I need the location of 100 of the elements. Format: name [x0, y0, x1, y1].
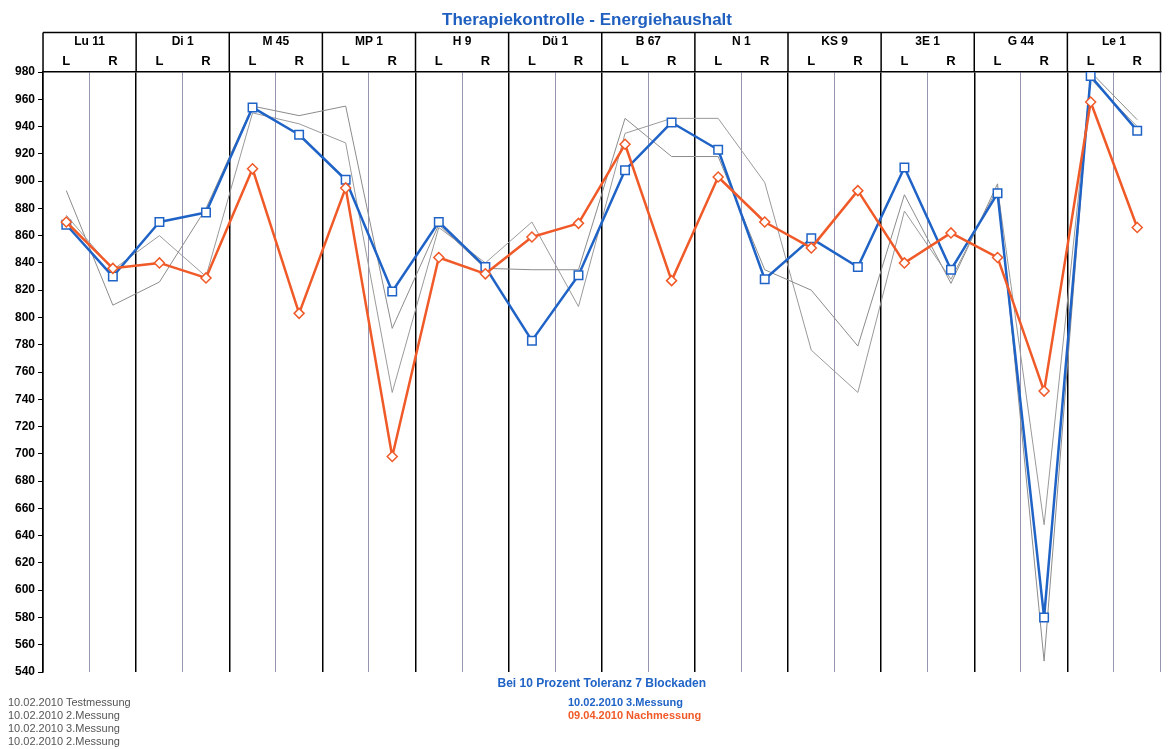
point: [526, 335, 537, 346]
y-tick-label: 560: [14, 637, 36, 652]
point: [620, 165, 631, 176]
point: [294, 129, 305, 140]
point: [200, 272, 212, 284]
y-tick-label: 660: [14, 500, 36, 515]
point: [573, 270, 584, 281]
x-tick-label: L: [621, 52, 630, 68]
point: [1038, 385, 1050, 397]
text: G 44: [1007, 33, 1035, 48]
point: [1084, 96, 1097, 108]
point: [1039, 612, 1050, 623]
x-tick-label: R: [760, 52, 771, 68]
x-tick-label: L: [1086, 52, 1095, 68]
y-tick-label: 740: [14, 391, 36, 406]
point: [479, 268, 492, 280]
y-tick-label: 640: [14, 527, 36, 542]
y-tick-label: 580: [14, 609, 36, 624]
text: B 67: [635, 33, 662, 48]
x-tick-label: L: [341, 52, 350, 68]
point: [665, 274, 678, 287]
x-tick-label: R: [666, 52, 677, 68]
point: [1132, 125, 1143, 136]
x-tick-label: L: [62, 52, 71, 68]
point: [899, 162, 910, 173]
x-tick-label: R: [294, 52, 305, 68]
text: M 45: [262, 33, 290, 48]
point: [387, 286, 398, 297]
text: Dü 1: [542, 33, 569, 48]
point: [619, 138, 631, 151]
y-tick-label: 860: [14, 227, 36, 242]
point: [339, 182, 352, 194]
x-tick-label: L: [527, 52, 536, 68]
point: [433, 217, 444, 227]
point: [246, 163, 259, 175]
y-tick-label: 600: [14, 582, 36, 597]
text: N 1: [732, 33, 752, 48]
x-tick-label: L: [900, 52, 909, 68]
x-tick-label: L: [155, 52, 164, 68]
x-tick-label: L: [714, 52, 723, 68]
y-tick-label: 700: [14, 446, 36, 461]
point: [200, 207, 211, 218]
x-tick-label: L: [993, 52, 1002, 68]
text: Bei 10 Prozent Toleranz 7 Blockaden: [497, 676, 707, 691]
x-tick-label: R: [1039, 52, 1050, 68]
x-tick-label: R: [201, 52, 212, 68]
y-tick-label: 920: [14, 146, 36, 161]
point: [759, 274, 770, 285]
chart-title: Therapiekontrolle - Energiehaushalt: [441, 9, 733, 29]
point: [340, 174, 351, 185]
x-tick-label: R: [946, 52, 957, 68]
point: [1085, 72, 1096, 82]
point: [572, 217, 585, 230]
text: Di 1: [171, 33, 195, 48]
y-tick-label: 720: [14, 418, 36, 433]
y-tick-label: 760: [14, 364, 36, 379]
point: [293, 307, 305, 320]
point: [247, 102, 258, 113]
y-tick-label: 980: [14, 64, 36, 79]
point: [713, 144, 724, 155]
text: Lu 11: [74, 33, 106, 48]
x-tick-label: R: [573, 52, 584, 68]
x-tick-label: R: [387, 52, 398, 68]
point: [992, 188, 1003, 199]
point: [898, 257, 911, 269]
x-tick-label: L: [248, 52, 257, 68]
point: [758, 216, 771, 228]
x-tick-label: R: [1132, 52, 1143, 68]
y-tick-label: 880: [14, 200, 36, 215]
point: [526, 231, 538, 243]
y-tick-label: 780: [14, 337, 36, 352]
point: [107, 271, 118, 282]
point: [991, 251, 1004, 264]
text: 10.02.2010 2.Messung: [8, 735, 121, 748]
point: [433, 251, 445, 264]
point: [945, 264, 956, 275]
y-tick-label: 540: [14, 664, 36, 679]
x-tick-label: R: [853, 52, 864, 68]
text: 09.04.2010 Nachmessung: [568, 709, 702, 722]
y-tick-label: 840: [14, 255, 36, 270]
point: [1131, 221, 1143, 234]
x-tick-label: R: [108, 52, 119, 68]
text: KS 9: [821, 33, 849, 48]
y-tick-label: 800: [14, 309, 36, 324]
text: H 9: [452, 33, 472, 48]
point: [666, 117, 677, 128]
y-tick-label: 900: [14, 173, 36, 188]
y-tick-label: 940: [14, 118, 36, 133]
point: [153, 257, 166, 269]
point: [805, 242, 818, 254]
y-tick-label: 620: [14, 555, 36, 570]
x-tick-label: L: [434, 52, 443, 68]
text: 10.02.2010 2.Messung: [8, 709, 121, 722]
text: 10.02.2010 3.Messung: [568, 696, 684, 709]
text: 3E 1: [915, 33, 941, 48]
point: [945, 227, 957, 239]
point: [852, 184, 864, 197]
point: [712, 171, 724, 183]
point: [154, 217, 165, 227]
point: [806, 233, 817, 244]
